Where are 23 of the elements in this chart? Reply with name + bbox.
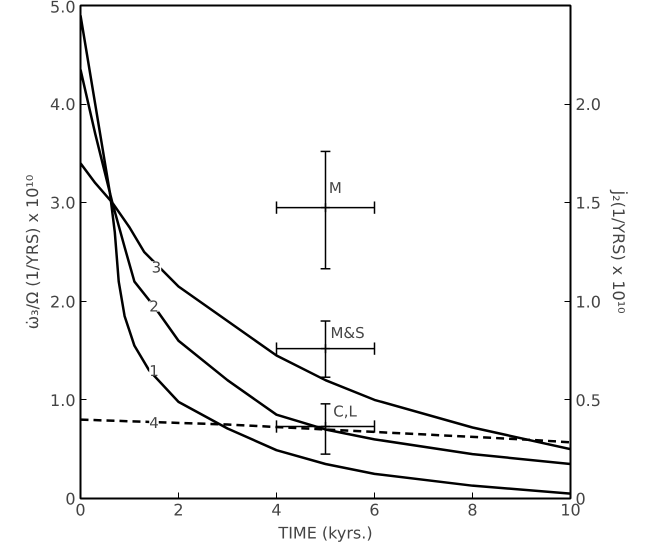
y-tick-label: 5.0 [50, 0, 76, 16]
y-tick-label: 2.0 [50, 292, 76, 312]
x-tick-label: 2 [173, 500, 184, 520]
annotation: C,L [333, 402, 358, 421]
annotation: 3 [152, 258, 162, 276]
x-axis-title: TIME (kyrs.) [277, 524, 373, 542]
annotation: 1 [149, 362, 159, 380]
annotation: 4 [149, 414, 159, 432]
y2-axis-title: J̇₂(1/YRS) x 10¹⁰ [608, 189, 628, 314]
annotation: M&S [330, 324, 365, 342]
y-tick-label: 3.0 [50, 194, 76, 213]
y2-tick-label: 0.5 [576, 390, 601, 410]
x-tick-label: 8 [467, 500, 478, 520]
x-tick-label: 6 [369, 500, 380, 520]
annotation: 2 [149, 298, 159, 316]
y2-tick-label: 1.0 [576, 292, 601, 312]
y-tick-label: 4.0 [50, 95, 76, 114]
annotation: M [328, 178, 342, 197]
y-axis-title: ω̇₃/Ω (1/YRS) x 10¹⁰ [23, 174, 42, 330]
y2-tick-label: 2.0 [576, 95, 601, 114]
y2-tick-label: 1.5 [576, 194, 601, 213]
x-tick-label: 4 [271, 500, 282, 520]
y-tick-label: 1.0 [50, 390, 76, 410]
